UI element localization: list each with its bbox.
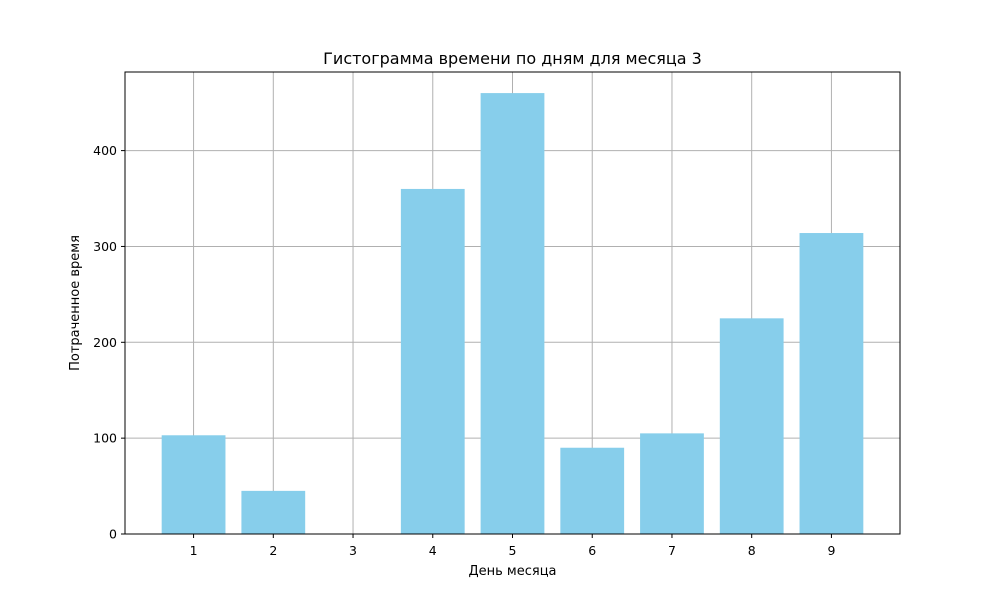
x-tick-label: 7 (668, 543, 676, 558)
x-axis-label: День месяца (468, 564, 556, 579)
bars (161, 93, 864, 535)
bar-day-7 (640, 433, 704, 534)
y-tick-label: 300 (93, 239, 117, 254)
bar-day-4 (400, 188, 465, 535)
bar-day-8 (719, 318, 784, 534)
y-axis-label: Потраченное время (68, 235, 83, 371)
y-tick-label: 100 (93, 431, 117, 446)
axis-ticks: 0 100 200 300 400 1 2 3 4 5 6 7 8 9 (93, 143, 835, 558)
bar-day-1 (161, 435, 226, 534)
x-tick-label: 8 (748, 543, 756, 558)
bar-day-9 (799, 233, 864, 534)
x-tick-label: 5 (509, 543, 517, 558)
chart-title: Гистограмма времени по дням для месяца 3 (323, 49, 702, 68)
x-tick-label: 6 (588, 543, 596, 558)
x-tick-label: 4 (429, 543, 437, 558)
y-tick-label: 200 (93, 335, 117, 350)
bar-day-5 (480, 93, 545, 535)
x-tick-label: 9 (827, 543, 835, 558)
x-tick-label: 3 (349, 543, 357, 558)
bar-day-2 (241, 490, 306, 534)
x-tick-label: 2 (269, 543, 277, 558)
y-tick-label: 400 (93, 143, 117, 158)
x-tick-label: 1 (190, 543, 198, 558)
y-tick-label: 0 (109, 527, 117, 542)
bar-day-6 (560, 447, 625, 534)
